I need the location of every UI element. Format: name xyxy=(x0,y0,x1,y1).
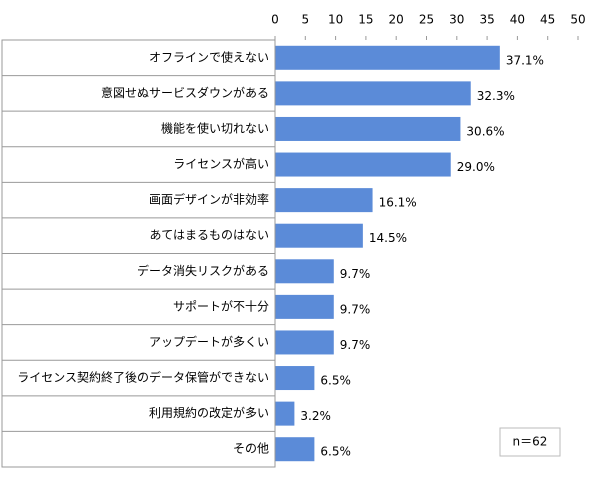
x-tick-label: 25 xyxy=(419,13,434,27)
value-label: 14.5% xyxy=(369,231,407,245)
label-table xyxy=(1,39,276,468)
x-tick-label: 35 xyxy=(479,13,494,27)
category-label: 利用規約の改定が多い xyxy=(149,405,269,420)
x-tick-label: 15 xyxy=(358,13,373,27)
bar xyxy=(275,259,334,284)
value-label: 16.1% xyxy=(379,196,417,210)
annotation: n＝62 xyxy=(513,435,548,449)
bar xyxy=(275,45,500,70)
value-label: 3.2% xyxy=(300,409,331,423)
x-tick-label: 5 xyxy=(301,13,309,27)
x-tick-label: 50 xyxy=(570,13,585,27)
category-label: あてはまるものはない xyxy=(149,228,269,242)
bar xyxy=(275,81,471,106)
category-label: 意図せぬサービスダウンがある xyxy=(101,85,269,100)
x-tick-label: 40 xyxy=(510,13,525,27)
value-label: 37.1% xyxy=(506,53,544,67)
category-label: その他 xyxy=(233,442,269,456)
value-label: 30.6% xyxy=(466,124,504,138)
bar xyxy=(275,437,315,462)
value-label: 32.3% xyxy=(477,89,515,103)
bar xyxy=(275,152,451,177)
x-tick-label: 30 xyxy=(449,13,464,27)
bar xyxy=(275,366,315,391)
category-label: ライセンスが高い xyxy=(173,156,269,171)
x-tick-label: 10 xyxy=(328,13,343,27)
value-label: 9.7% xyxy=(340,302,371,316)
bar xyxy=(275,294,334,319)
category-label: アップデートが多くい xyxy=(149,334,269,349)
x-tick-label: 20 xyxy=(389,13,404,27)
annotation-box xyxy=(499,427,561,457)
category-label: データ消失リスクがある xyxy=(137,263,269,278)
value-label: 6.5% xyxy=(320,445,351,459)
value-label: 9.7% xyxy=(340,338,371,352)
category-label: サポートが不十分 xyxy=(173,298,269,313)
category-label: 機能を使い切れない xyxy=(161,120,269,135)
value-label: 6.5% xyxy=(320,374,351,388)
category-label: ライセンス契約終了後のデータ保管ができない xyxy=(17,370,269,385)
value-label: 29.0% xyxy=(457,160,495,174)
bar xyxy=(275,401,295,426)
category-label: オフラインで使えない xyxy=(149,49,269,64)
bar xyxy=(275,330,334,355)
category-label: 画面デザインが非効率 xyxy=(149,192,269,207)
bar xyxy=(275,188,373,213)
value-label: 9.7% xyxy=(340,267,371,281)
bar xyxy=(275,116,461,141)
bar xyxy=(275,223,363,248)
x-tick-label: 45 xyxy=(540,13,555,27)
x-tick-label: 0 xyxy=(271,13,279,27)
